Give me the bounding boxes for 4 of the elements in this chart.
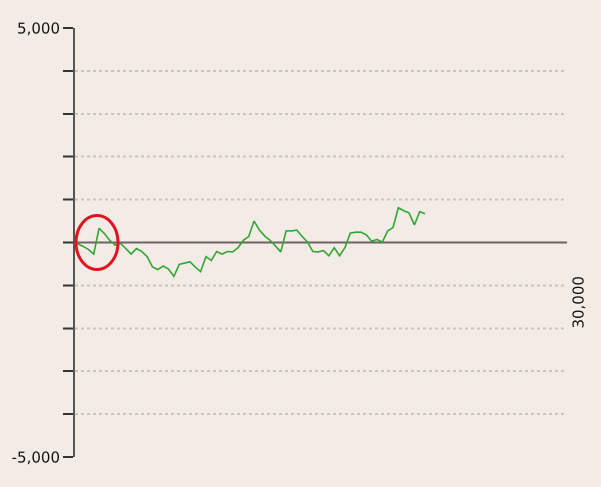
text: 30,000 [569, 276, 588, 329]
line-series [76, 206, 426, 278]
y-tick-label: 5,000 [17, 19, 60, 38]
y-tick-label: -5,000 [12, 448, 60, 466]
